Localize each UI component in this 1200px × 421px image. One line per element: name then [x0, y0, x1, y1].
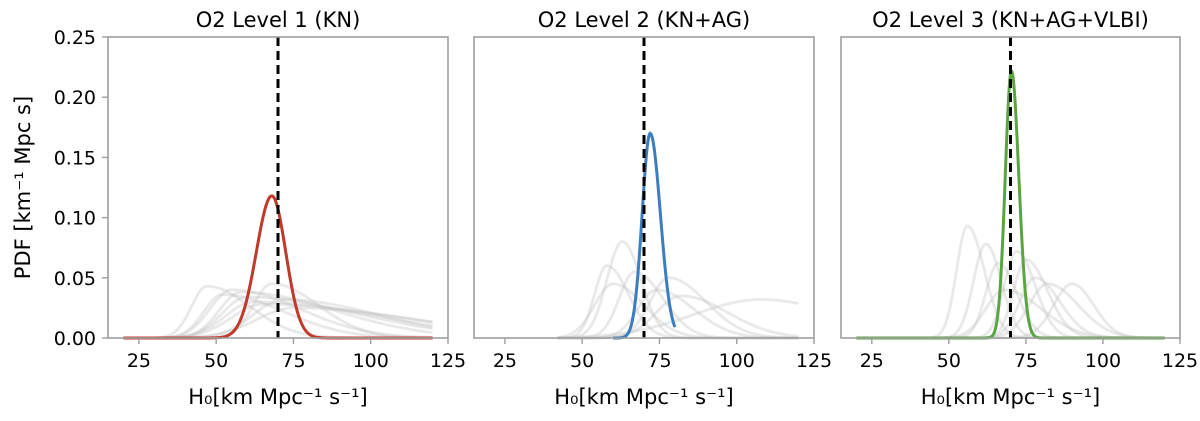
axes-frame [473, 36, 815, 339]
x-tick-label: 100 [1085, 350, 1121, 372]
y-tick-label: 0.15 [54, 147, 96, 169]
panel-title: O2 Level 1 (KN) [196, 8, 361, 32]
x-tick-label: 125 [430, 350, 466, 372]
x-tick-label: 100 [353, 350, 389, 372]
y-tick-label: 0.20 [54, 87, 96, 109]
y-tick-label: 0.25 [54, 27, 96, 49]
x-tick-label: 100 [719, 350, 755, 372]
x-tick-label: 25 [860, 350, 884, 372]
background-curve-3 [123, 288, 433, 340]
panel-3: 25 50 75 100 125 O2 Level 3 (KN+AG+VLBI) H₀[km… [840, 8, 1198, 409]
x-tick-label: 75 [1014, 350, 1038, 372]
background-curve-5 [856, 258, 1165, 340]
y-axis-label: PDF [km⁻¹ Mpc s] [11, 96, 35, 279]
x-tick-label: 25 [493, 350, 517, 372]
background-curve-8 [557, 298, 799, 339]
panel-1: 25 50 75 100 125 0.00 0.05 0.10 0.15 0.20 0.25 O2 L… [11, 8, 466, 409]
x-axis-label: H₀[km Mpc⁻¹ s⁻¹] [554, 385, 734, 409]
x-tick-label: 50 [937, 350, 961, 372]
axes-frame [107, 36, 449, 339]
x-tick-label: 125 [796, 350, 832, 372]
y-tick-label: 0.00 [54, 328, 96, 350]
x-axis-label: H₀[km Mpc⁻¹ s⁻¹] [188, 385, 368, 409]
x-tick-label: 25 [127, 350, 151, 372]
x-axis-label: H₀[km Mpc⁻¹ s⁻¹] [921, 385, 1101, 409]
y-tick-label: 0.05 [54, 268, 96, 290]
background-curve-2 [557, 240, 799, 340]
y-tick-label: 0.10 [54, 208, 96, 230]
x-tick-label: 75 [281, 350, 305, 372]
panel-title: O2 Level 3 (KN+AG+VLBI) [872, 8, 1149, 32]
background-curve-1 [557, 264, 799, 340]
x-tick-label: 75 [647, 350, 671, 372]
x-tick-label: 50 [570, 350, 594, 372]
axes-frame [840, 36, 1181, 339]
x-tick-label: 125 [1162, 350, 1198, 372]
panel-title: O2 Level 2 (KN+AG) [538, 8, 750, 32]
panel-2: 25 50 75 100 125 O2 Level 2 (KN+AG) H₀[km Mpc⁻… [473, 8, 832, 409]
x-tick-label: 50 [204, 350, 228, 372]
